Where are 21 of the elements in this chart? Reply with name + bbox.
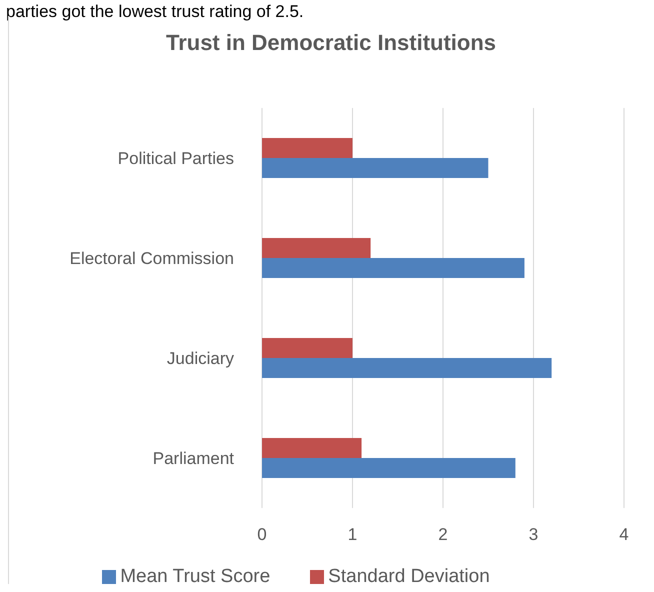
x-tick-label: 4 bbox=[619, 525, 629, 544]
y-tick-label: Political Parties bbox=[118, 149, 234, 168]
y-tick-label: Electoral Commission bbox=[70, 249, 234, 268]
bar bbox=[262, 358, 552, 378]
bar bbox=[262, 458, 516, 478]
y-tick-label: Parliament bbox=[152, 449, 234, 468]
legend-label: Standard Deviation bbox=[328, 566, 490, 587]
x-tick-label: 3 bbox=[528, 525, 538, 544]
x-tick-label: 2 bbox=[438, 525, 448, 544]
bar bbox=[262, 338, 352, 358]
text: parties got the lowest trust rating of 2.5. bbox=[6, 2, 304, 22]
bar bbox=[262, 258, 524, 278]
x-tick-label: 1 bbox=[348, 525, 358, 544]
chart-title: Trust in Democratic Institutions bbox=[164, 30, 498, 56]
bar bbox=[262, 158, 488, 178]
bar bbox=[262, 238, 371, 258]
bar bbox=[262, 138, 352, 158]
legend-label: Mean Trust Score bbox=[120, 566, 270, 587]
y-tick-label: Judiciary bbox=[166, 349, 234, 368]
bar bbox=[262, 438, 362, 458]
x-tick-label: 0 bbox=[257, 525, 267, 544]
